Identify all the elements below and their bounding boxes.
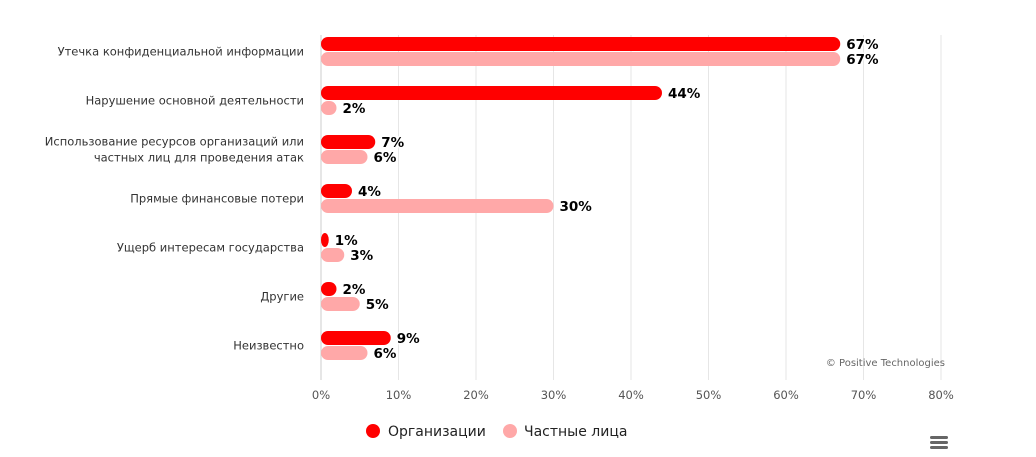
bar-individuals bbox=[321, 199, 554, 213]
data-label: 67% bbox=[846, 52, 879, 68]
data-label: 7% bbox=[381, 135, 404, 151]
data-label: 3% bbox=[350, 248, 373, 264]
bar-individuals bbox=[321, 101, 337, 115]
legend-item[interactable]: Организации bbox=[366, 424, 486, 440]
bar-individuals bbox=[321, 150, 368, 164]
chart-menu-button[interactable] bbox=[930, 434, 948, 450]
x-tick-label: 20% bbox=[463, 388, 489, 402]
bar-individuals bbox=[321, 297, 360, 311]
data-label: 9% bbox=[397, 331, 420, 347]
bar-organizations bbox=[321, 37, 841, 51]
data-label: 67% bbox=[846, 37, 879, 53]
x-tick-label: 30% bbox=[541, 388, 567, 402]
legend-label: Частные лица bbox=[524, 424, 627, 440]
legend-label: Организации bbox=[388, 424, 486, 440]
bar-organizations bbox=[321, 233, 329, 247]
x-tick-label: 40% bbox=[618, 388, 644, 402]
bar-organizations bbox=[321, 331, 391, 345]
x-tick-label: 0% bbox=[312, 388, 330, 402]
x-axis-ticks: 0% 10% 20% 30% 40% 50% 60% 70% 80% bbox=[312, 388, 954, 402]
bar-organizations bbox=[321, 86, 662, 100]
category-label: Неизвестно bbox=[233, 339, 304, 353]
category-label: Использование ресурсов организаций или bbox=[45, 135, 304, 149]
category-labels: Утечка конфиденциальной информации Наруше… bbox=[45, 45, 304, 353]
bar-individuals bbox=[321, 52, 841, 66]
data-label: 5% bbox=[366, 297, 389, 313]
bar-organizations bbox=[321, 184, 352, 198]
data-label: 4% bbox=[358, 184, 381, 200]
bar-individuals bbox=[321, 346, 368, 360]
data-labels: 67%67%44%2%7%6%4%30%1%3%2%5%9%6% bbox=[333, 36, 880, 364]
x-tick-label: 70% bbox=[851, 388, 877, 402]
data-label: 30% bbox=[560, 199, 593, 215]
category-label: Нарушение основной деятельности bbox=[86, 94, 304, 108]
credit-text: © Positive Technologies bbox=[826, 358, 945, 369]
category-label: Другие bbox=[260, 290, 304, 304]
x-tick-label: 10% bbox=[386, 388, 412, 402]
bar-individuals bbox=[321, 248, 345, 262]
data-label: 6% bbox=[374, 346, 397, 362]
data-label: 2% bbox=[343, 282, 366, 298]
category-label: Прямые финансовые потери bbox=[130, 192, 304, 206]
legend-marker bbox=[503, 424, 517, 438]
category-label: Ущерб интересам государства bbox=[117, 241, 304, 255]
x-tick-label: 80% bbox=[928, 388, 954, 402]
legend-item[interactable]: Частные лица bbox=[503, 424, 627, 440]
legend: Организации Частные лица bbox=[366, 424, 627, 440]
x-tick-label: 60% bbox=[773, 388, 799, 402]
data-label: 2% bbox=[343, 101, 366, 117]
legend-marker bbox=[366, 424, 380, 438]
category-label: частных лиц для проведения атак bbox=[94, 151, 304, 165]
bars bbox=[321, 37, 841, 360]
data-label: 1% bbox=[335, 233, 358, 249]
x-tick-label: 50% bbox=[696, 388, 722, 402]
bar-organizations bbox=[321, 282, 337, 296]
data-label: 44% bbox=[668, 86, 701, 102]
category-label: Утечка конфиденциальной информации bbox=[58, 45, 304, 59]
bar-organizations bbox=[321, 135, 376, 149]
data-label: 6% bbox=[374, 150, 397, 166]
